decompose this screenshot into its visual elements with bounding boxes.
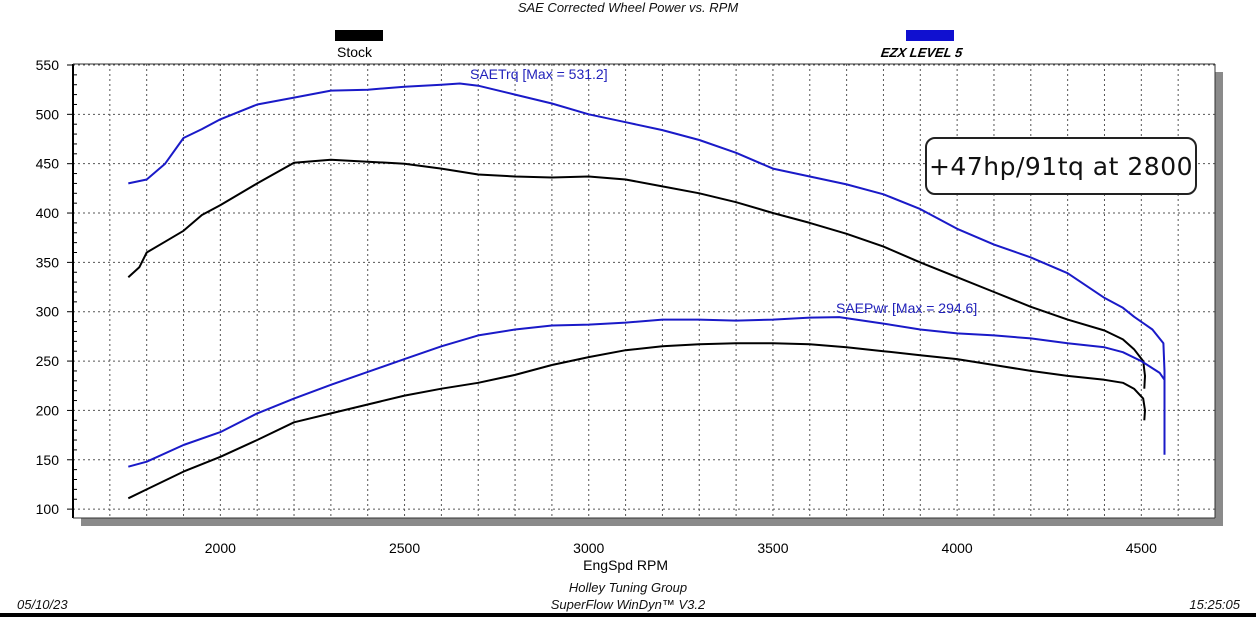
footer-software: SuperFlow WinDyn™ V3.2 [550,597,706,612]
series-line-stock-torque [127,158,1146,389]
series-line-stock-power [127,342,1146,500]
x-axis-label: EngSpd RPM [583,557,668,573]
series-line-ezx-level-5-power [128,316,1166,468]
power-max-label: SAEPwr [Max = 294.6] [836,300,977,316]
x-tick-label: 3000 [573,540,604,556]
x-tick-label: 4500 [1126,540,1157,556]
y-tick-label: 250 [36,353,60,369]
y-tick-label: 450 [36,156,60,172]
x-tick-label: 3500 [757,540,788,556]
series-line-ezx-level-5-torque [128,82,1166,455]
chart-title: SAE Corrected Wheel Power vs. RPM [517,0,739,15]
legend-label-stock: Stock [337,44,373,60]
y-tick-label: 350 [36,254,60,270]
x-tick-label: 2000 [205,540,236,556]
x-tick-label: 4000 [942,540,973,556]
footer-date: 05/10/23 [17,597,68,612]
legend-swatch-stock [335,30,383,41]
x-tick-label: 2500 [389,540,420,556]
annotation-box: +47hp/91tq at 2800 [925,137,1197,195]
legend-swatch-ezx [906,30,954,41]
y-tick-label: 150 [36,452,60,468]
y-tick-label: 550 [36,57,60,73]
y-tick-label: 200 [36,402,60,418]
y-tick-label: 100 [36,501,60,517]
y-tick-label: 400 [36,205,60,221]
footer-company: Holley Tuning Group [568,580,688,595]
torque-max-label: SAETrq [Max = 531.2] [470,66,608,82]
bottom-border [0,613,1256,617]
y-tick-label: 300 [36,304,60,320]
y-tick-label: 500 [36,106,60,122]
footer-time: 15:25:05 [1189,597,1240,612]
plot-background [73,64,1215,518]
